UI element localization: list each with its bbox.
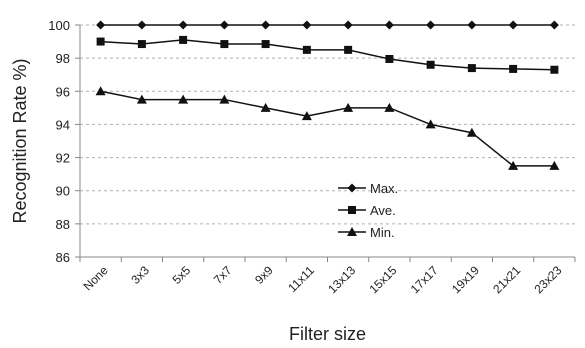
x-tick-label: 13x13 <box>325 263 358 296</box>
series-max <box>96 20 559 30</box>
series-group <box>95 20 560 170</box>
x-tick-label: 5x5 <box>170 263 194 287</box>
data-point-ave <box>467 64 476 73</box>
x-tick-label: 11x11 <box>285 263 317 295</box>
data-point-ave <box>385 54 394 63</box>
data-point-min <box>466 127 477 137</box>
y-tick-label: 100 <box>48 18 70 33</box>
y-tick-label: 94 <box>56 117 70 132</box>
data-point-min <box>549 160 560 170</box>
data-point-min <box>343 102 354 112</box>
legend-item-min: Min. <box>338 225 395 240</box>
x-tick-labels: None 3x3 5x5 7x7 9x9 11x11 13x13 15x15 17x17 19x1… <box>81 263 565 296</box>
legend-label: Max. <box>370 181 398 196</box>
x-axis-title: Filter size <box>289 324 366 344</box>
y-tick-label: 86 <box>56 250 70 265</box>
grid-lines <box>80 24 575 225</box>
x-tick-label: 15x15 <box>366 263 399 296</box>
legend-label: Ave. <box>370 203 396 218</box>
data-point-ave <box>96 37 105 46</box>
data-point-ave <box>426 60 435 69</box>
data-point-max <box>549 20 559 30</box>
y-tick-labels: 86 88 90 92 94 96 98 100 <box>48 18 70 265</box>
data-point-ave <box>179 35 188 44</box>
series-line-ave <box>100 39 555 71</box>
x-tick-label: 7x7 <box>211 263 235 287</box>
y-tick-label: 90 <box>56 184 70 199</box>
legend: Max. Ave. Min. <box>338 181 398 240</box>
data-point-min <box>219 94 230 104</box>
data-point-ave <box>220 40 229 49</box>
y-tick-label: 92 <box>56 151 70 166</box>
legend-marker-max <box>347 183 357 193</box>
series-line-min <box>100 90 555 167</box>
x-tick-label: 17x17 <box>408 263 441 296</box>
x-tick-label: 21x21 <box>490 263 523 296</box>
data-point-max <box>96 20 106 30</box>
data-point-min <box>508 160 519 170</box>
x-tick-label: 19x19 <box>449 263 482 296</box>
series-ave <box>96 35 559 74</box>
data-point-max <box>137 20 147 30</box>
y-tick-label: 96 <box>56 84 70 99</box>
legend-item-max: Max. <box>338 181 398 196</box>
data-point-ave <box>137 40 146 49</box>
data-point-min <box>425 119 436 129</box>
x-tick-label: 23x23 <box>531 263 564 296</box>
data-point-ave <box>344 45 353 54</box>
data-point-ave <box>302 45 311 54</box>
data-point-max <box>384 20 394 30</box>
data-point-max <box>426 20 436 30</box>
x-tick-label: None <box>81 263 111 293</box>
legend-label: Min. <box>370 225 395 240</box>
data-point-min <box>384 102 395 112</box>
series-min <box>95 86 560 170</box>
data-point-ave <box>550 65 559 74</box>
data-point-max <box>343 20 353 30</box>
y-tick-label: 98 <box>56 51 70 66</box>
data-point-max <box>219 20 229 30</box>
data-point-min <box>136 94 147 104</box>
legend-item-ave: Ave. <box>338 203 396 218</box>
x-tick-label: 9x9 <box>252 263 276 287</box>
axes <box>75 24 576 262</box>
x-tick-label: 3x3 <box>128 263 152 287</box>
y-tick-label: 88 <box>56 217 70 232</box>
data-point-max <box>178 20 188 30</box>
data-point-max <box>261 20 271 30</box>
data-point-max <box>302 20 312 30</box>
data-point-max <box>467 20 477 30</box>
data-point-min <box>178 94 189 104</box>
legend-marker-min <box>347 227 357 236</box>
legend-marker-ave <box>348 206 356 214</box>
data-point-min <box>95 86 106 96</box>
data-point-ave <box>261 40 270 49</box>
data-point-max <box>508 20 518 30</box>
data-point-min <box>301 111 312 121</box>
data-point-min <box>260 102 271 112</box>
y-axis-title: Recognition Rate %) <box>10 58 30 223</box>
data-point-ave <box>509 64 518 73</box>
